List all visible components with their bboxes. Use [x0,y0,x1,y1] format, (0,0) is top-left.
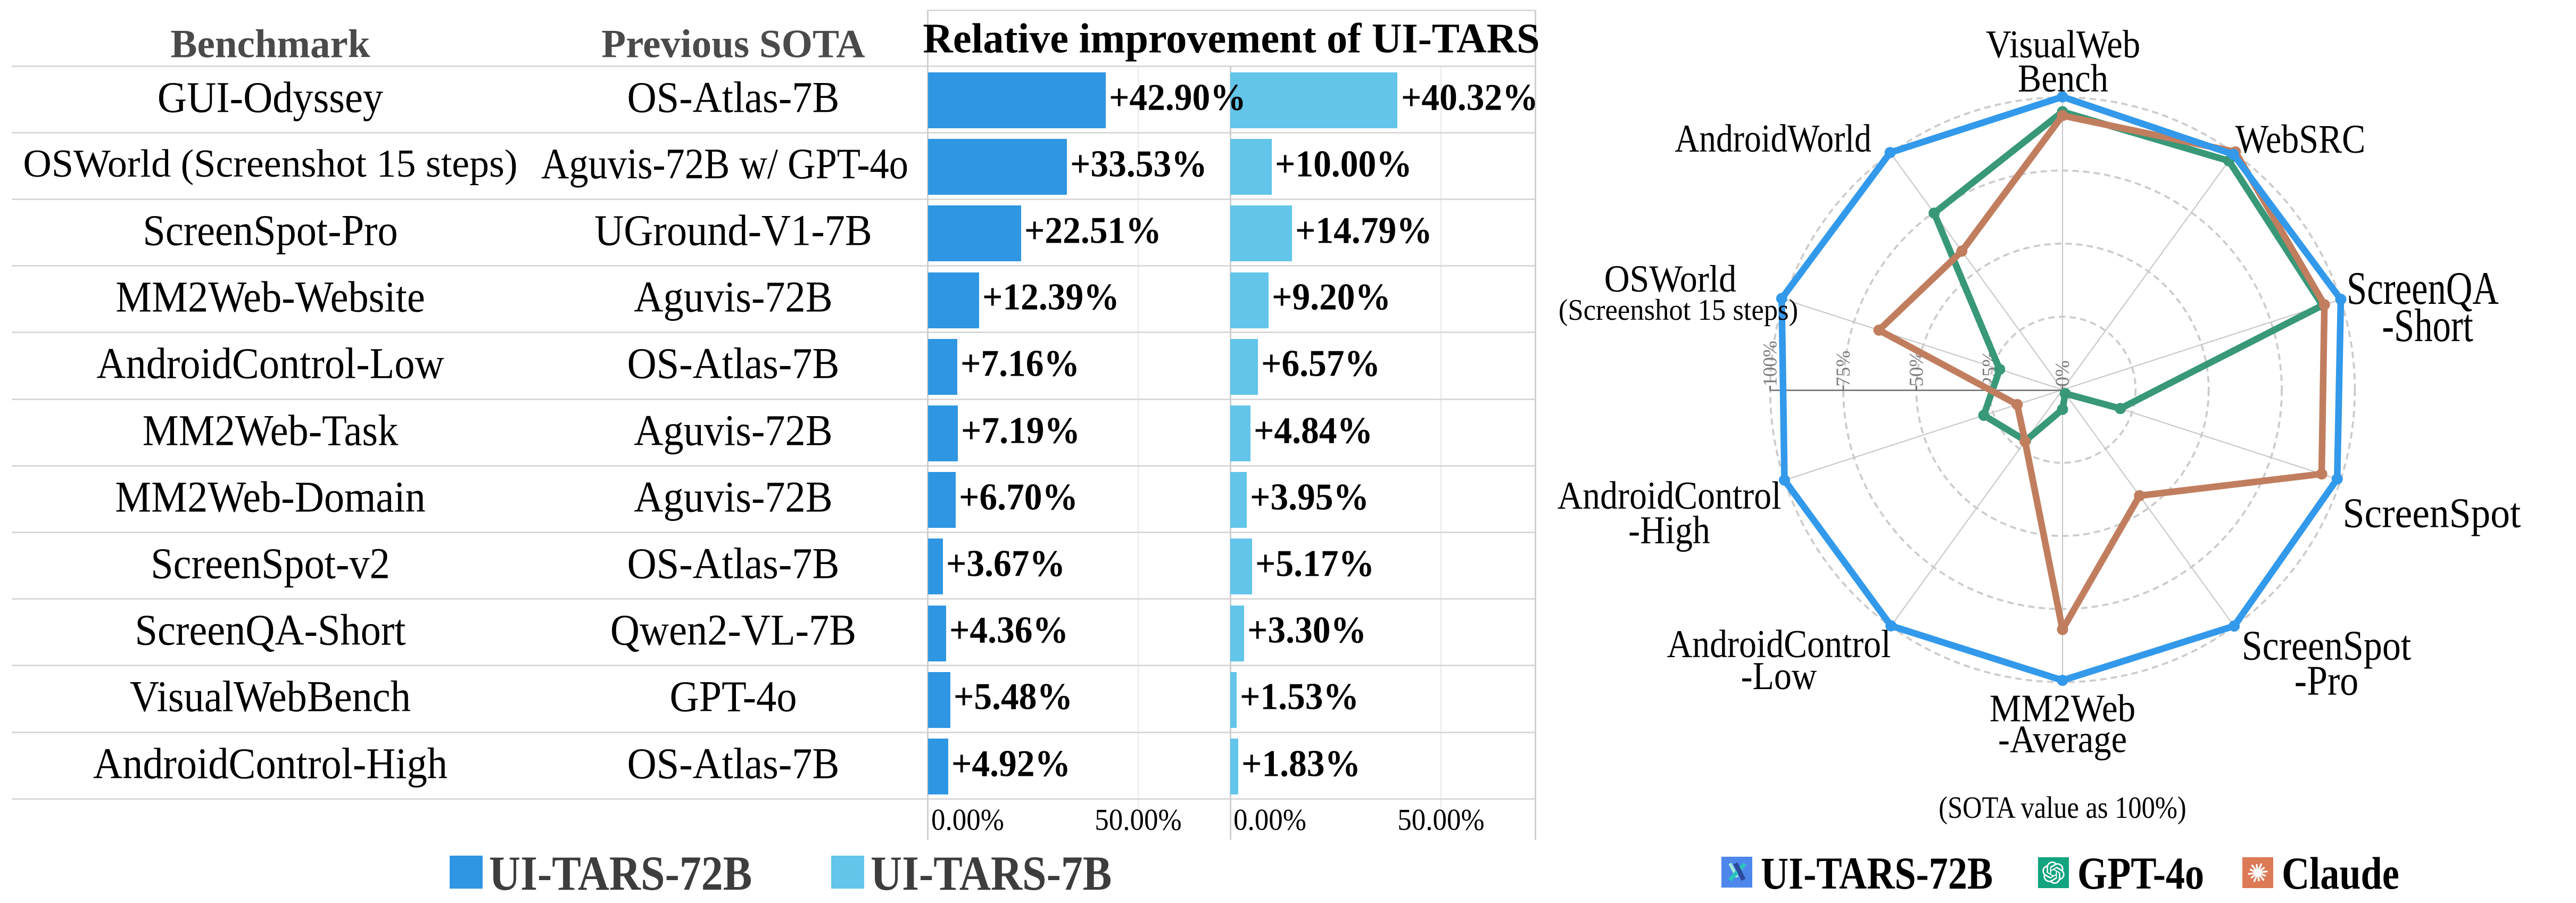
svg-text:0%: 0% [2052,360,2074,386]
svg-text:75%: 75% [1833,351,1854,387]
svg-text:100%: 100% [1760,341,1782,386]
